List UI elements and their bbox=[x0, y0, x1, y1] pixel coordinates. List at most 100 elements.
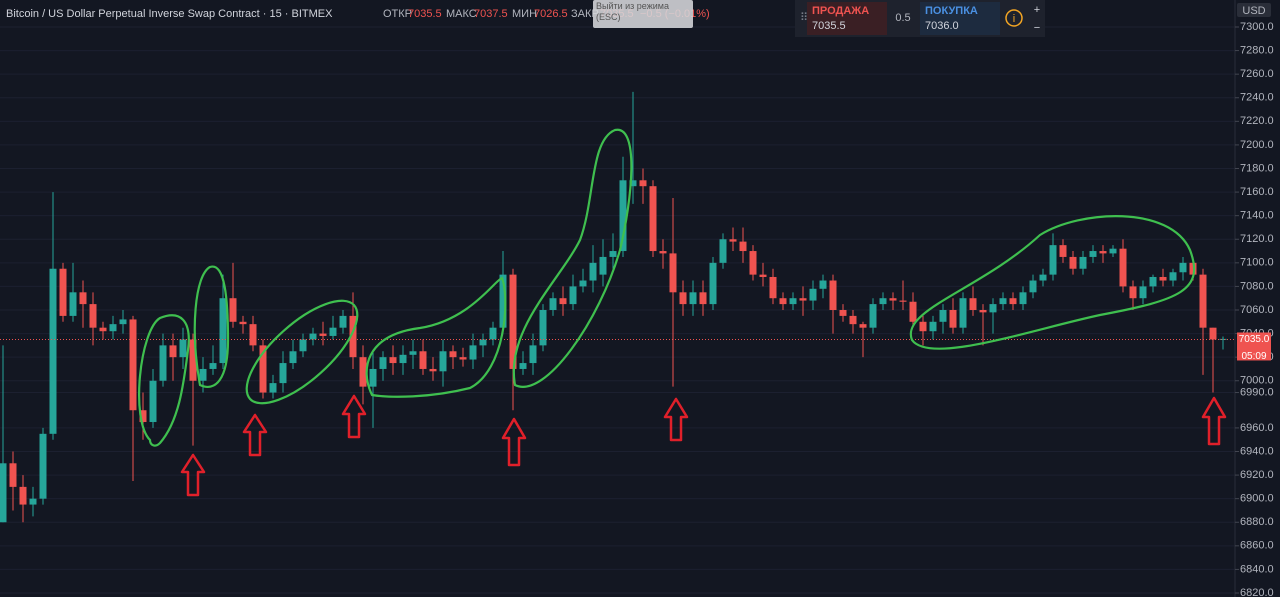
last-price-label: 7035.0 bbox=[1239, 334, 1270, 345]
y-tick-label: 6990.0 bbox=[1240, 386, 1274, 398]
sell-label[interactable]: ПРОДАЖА bbox=[812, 5, 869, 17]
candle-body bbox=[209, 363, 217, 369]
candle-body bbox=[889, 298, 897, 301]
ohlc-label: ЗАКР bbox=[571, 8, 599, 20]
info-icon[interactable] bbox=[1005, 9, 1023, 27]
candle-body bbox=[69, 292, 77, 316]
candle-body bbox=[1069, 256, 1077, 269]
candle-body bbox=[799, 298, 807, 301]
candles bbox=[0, 91, 1227, 523]
y-tick-label: 7140.0 bbox=[1240, 210, 1274, 222]
candle-body bbox=[329, 327, 337, 336]
candle-body bbox=[1079, 256, 1087, 269]
annotation-loop bbox=[365, 276, 507, 398]
buy-label[interactable]: ПОКУПКА bbox=[925, 5, 978, 17]
candle-body bbox=[809, 288, 817, 301]
y-tick-label: 7280.0 bbox=[1240, 44, 1274, 56]
candle-body bbox=[259, 345, 267, 393]
candle-body bbox=[399, 354, 407, 364]
candle-body bbox=[449, 351, 457, 358]
candle-body bbox=[189, 339, 197, 381]
annotation-loop bbox=[138, 314, 190, 447]
candle-body bbox=[1139, 286, 1147, 299]
y-tick-label: 7300.0 bbox=[1240, 21, 1274, 33]
y-tick-label: 6820.0 bbox=[1240, 587, 1274, 597]
y-tick-label: 7160.0 bbox=[1240, 186, 1274, 198]
annotation-arrow bbox=[180, 453, 206, 497]
candle-body bbox=[1119, 248, 1127, 287]
candle-body bbox=[169, 345, 177, 358]
chart-title: Bitcoin / US Dollar Perpetual Inverse Sw… bbox=[6, 8, 333, 20]
y-tick-label: 7200.0 bbox=[1240, 139, 1274, 151]
y-tick-label: 7180.0 bbox=[1240, 162, 1274, 174]
candle-body bbox=[1039, 274, 1047, 281]
candle-body bbox=[129, 319, 137, 411]
candle-body bbox=[789, 298, 797, 305]
candle-body bbox=[779, 298, 787, 305]
candle-body bbox=[1179, 262, 1187, 273]
candle-body bbox=[19, 486, 27, 505]
candle-body bbox=[839, 310, 847, 316]
y-tick-label: 6960.0 bbox=[1240, 422, 1274, 434]
candle-body bbox=[819, 280, 827, 289]
candle-body bbox=[1089, 251, 1097, 257]
candle-body bbox=[379, 357, 387, 369]
countdown: 05:09 bbox=[1241, 351, 1266, 362]
candle-body bbox=[429, 368, 437, 372]
candle-body bbox=[349, 315, 357, 358]
buy-button[interactable] bbox=[920, 2, 1000, 35]
candle-body bbox=[409, 351, 417, 355]
candle-body bbox=[309, 333, 317, 340]
candle-body bbox=[1019, 292, 1027, 305]
spread: 0.5 bbox=[895, 12, 910, 24]
candle-body bbox=[719, 239, 727, 263]
candle-body bbox=[969, 298, 977, 310]
annotation-arrow bbox=[242, 413, 268, 457]
candle-body bbox=[479, 339, 487, 346]
minus-button[interactable]: − bbox=[1034, 22, 1040, 34]
candle-body bbox=[689, 292, 697, 305]
candle-body bbox=[139, 410, 147, 423]
candle-body bbox=[289, 351, 297, 364]
candle-body bbox=[119, 319, 127, 325]
candle-body bbox=[939, 310, 947, 322]
y-tick-label: 7000.0 bbox=[1240, 375, 1274, 387]
candle-body bbox=[469, 345, 477, 360]
candle-body bbox=[1029, 280, 1037, 293]
candle-body bbox=[229, 298, 237, 322]
last-price-box bbox=[1237, 332, 1271, 361]
candle-body bbox=[1129, 286, 1137, 299]
annotation-loop bbox=[193, 265, 230, 388]
candle-body bbox=[529, 345, 537, 364]
annotation-loop bbox=[512, 128, 633, 388]
y-tick-label: 6900.0 bbox=[1240, 493, 1274, 505]
info-glyph[interactable]: i bbox=[1013, 13, 1015, 25]
candle-body bbox=[919, 321, 927, 332]
candle-body bbox=[679, 292, 687, 305]
candle-body bbox=[1109, 248, 1117, 254]
candle-body bbox=[829, 280, 837, 310]
y-tick-label: 7060.0 bbox=[1240, 304, 1274, 316]
sell-price[interactable]: 7035.5 bbox=[812, 20, 846, 32]
candle-body bbox=[929, 321, 937, 332]
candle-body bbox=[1189, 262, 1197, 275]
tooltip-text: Выйти из режима (ESC) bbox=[596, 1, 669, 22]
candle-body bbox=[79, 292, 87, 305]
candle-body bbox=[769, 276, 777, 299]
candle-body bbox=[419, 351, 427, 369]
candle-body bbox=[249, 324, 257, 346]
candle-body bbox=[639, 180, 647, 187]
drag-handle: ⠿ bbox=[800, 12, 808, 24]
sell-button[interactable] bbox=[807, 2, 887, 35]
candle-body bbox=[899, 300, 907, 302]
candle-body bbox=[0, 463, 7, 523]
plus-button[interactable]: + bbox=[1034, 4, 1040, 16]
buy-price[interactable]: 7036.0 bbox=[925, 20, 959, 32]
candle-body bbox=[979, 310, 987, 313]
candle-body bbox=[579, 280, 587, 287]
candle-body bbox=[589, 262, 597, 281]
candle-body bbox=[359, 357, 367, 387]
ohlc-value: 7035.5 bbox=[408, 8, 442, 20]
